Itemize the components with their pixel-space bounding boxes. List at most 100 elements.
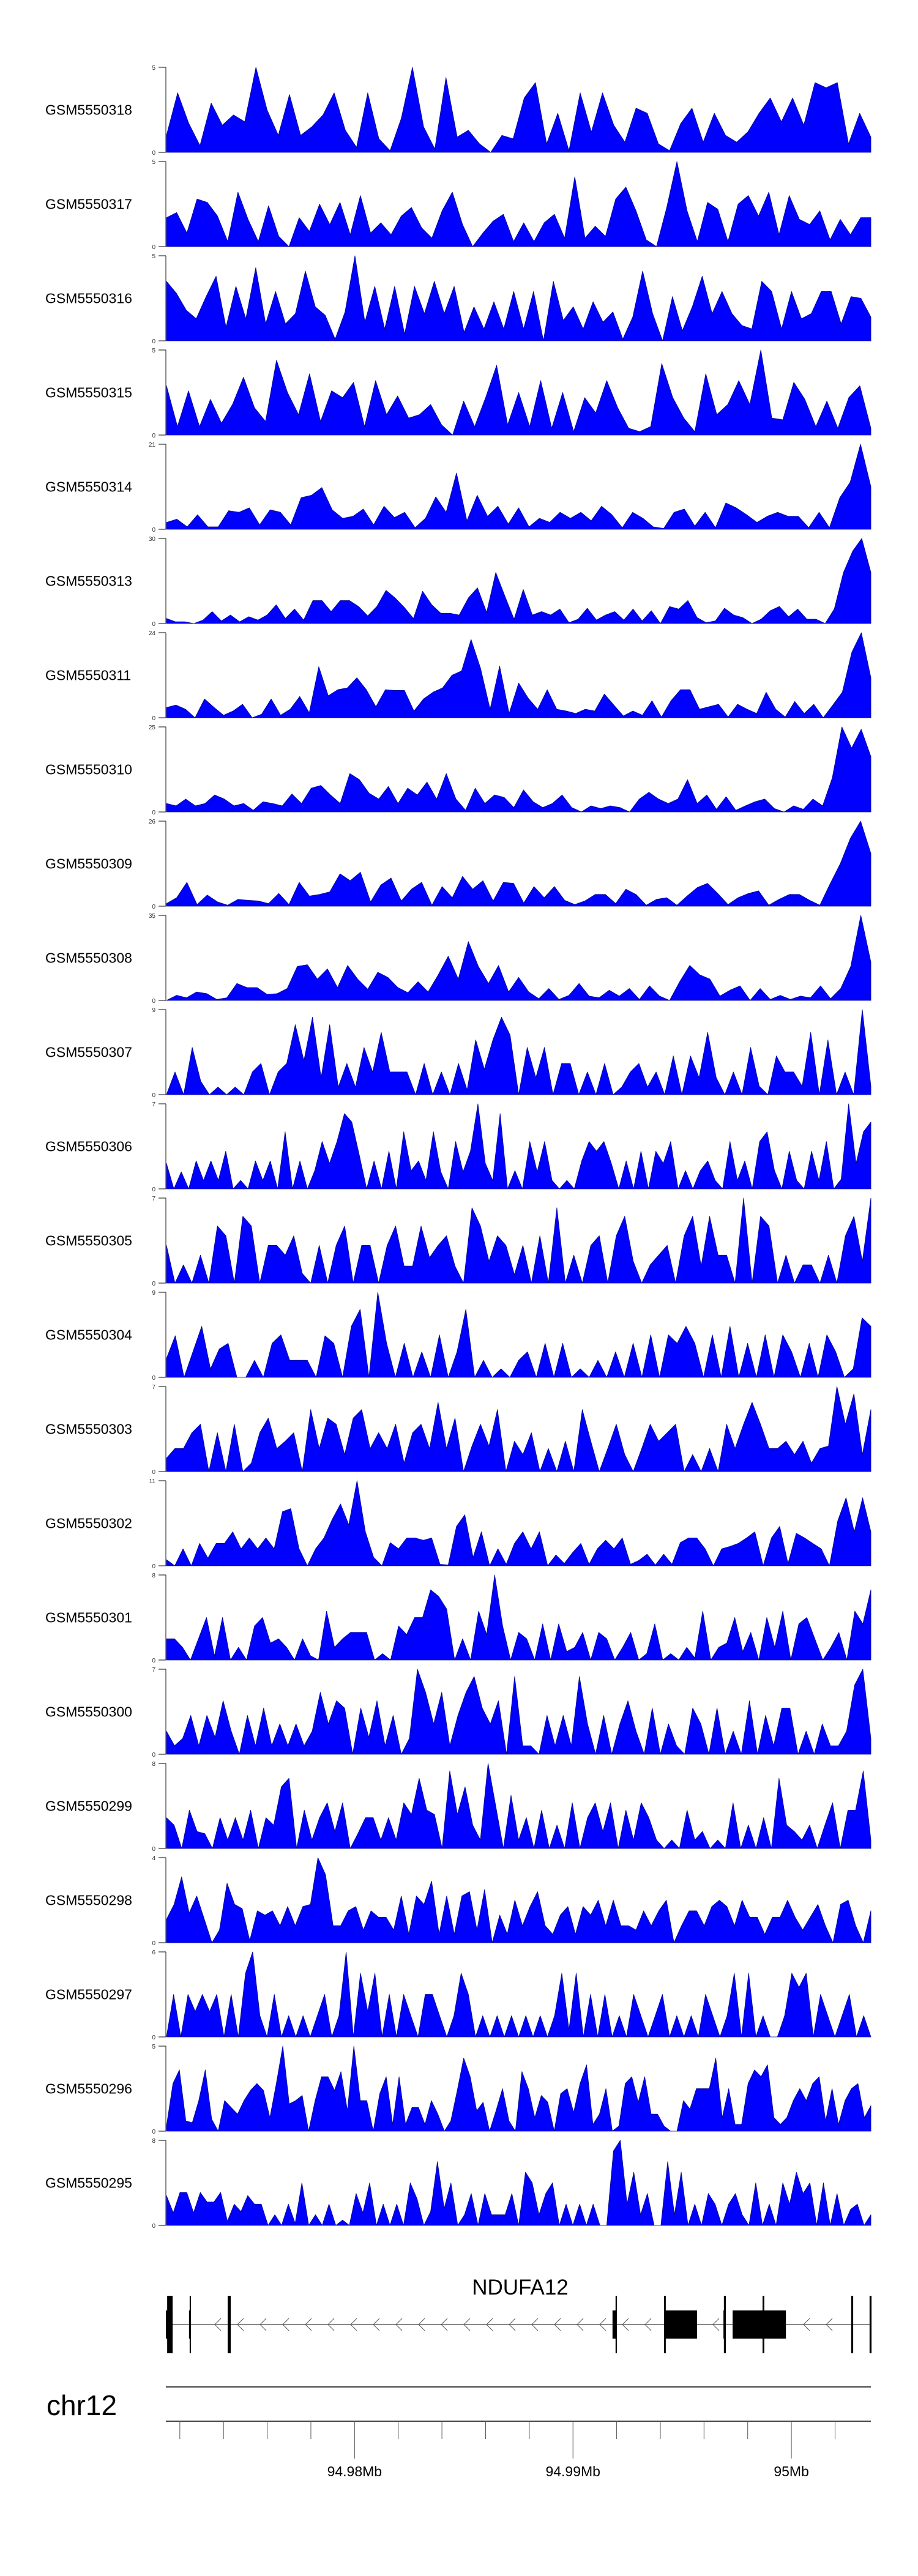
y-tick-label-max: 11 — [149, 1478, 156, 1485]
coverage-area — [166, 915, 871, 1001]
strand-arrow-icon — [712, 2318, 720, 2331]
strand-arrow-icon — [644, 2318, 652, 2331]
y-tick-label-max: 9 — [152, 1290, 155, 1297]
coverage-track: GSM5550315 5 0 — [45, 348, 871, 439]
y-tick-label-max: 8 — [152, 2138, 155, 2145]
sample-label: GSM5550304 — [45, 1327, 132, 1343]
y-tick-label-max: 7 — [152, 1101, 155, 1108]
strand-arrow-icon — [509, 2318, 516, 2331]
exon-box — [733, 2310, 786, 2339]
coverage-area — [166, 2140, 871, 2226]
strand-arrow-icon — [259, 2318, 267, 2331]
coverage-area — [166, 1857, 871, 1943]
y-tick-label-min: 0 — [152, 715, 155, 722]
strand-arrow-icon — [214, 2318, 222, 2331]
strand-arrow-icon — [463, 2318, 471, 2331]
strand-arrow-icon — [826, 2318, 833, 2331]
y-tick-label-min: 0 — [152, 2223, 155, 2230]
y-tick-label-max: 30 — [149, 536, 156, 543]
coverage-area — [166, 1386, 871, 1472]
strand-arrow-icon — [350, 2318, 357, 2331]
strand-arrow-icon — [441, 2318, 448, 2331]
y-tick-label-max: 7 — [152, 1667, 155, 1673]
y-tick-label-min: 0 — [152, 1658, 155, 1664]
sample-label: GSM5550295 — [45, 2175, 132, 2191]
strand-arrow-icon — [622, 2318, 629, 2331]
exon-marker — [723, 2296, 726, 2353]
exon-box — [664, 2310, 697, 2339]
coverage-area — [166, 538, 871, 624]
strand-arrow-icon — [327, 2318, 335, 2331]
sample-label: GSM5550306 — [45, 1139, 132, 1155]
strand-arrow-icon — [373, 2318, 380, 2331]
coverage-area — [166, 349, 871, 436]
y-tick-label-max: 26 — [149, 819, 156, 825]
coverage-area — [166, 161, 871, 247]
sample-label: GSM5550308 — [45, 950, 132, 966]
y-tick-label-max: 25 — [149, 724, 156, 731]
coverage-track: GSM5550306 7 0 — [45, 1101, 871, 1193]
coverage-track: GSM5550309 26 0 — [45, 819, 871, 910]
sample-label: GSM5550302 — [45, 1516, 132, 1532]
y-tick-label-min: 0 — [152, 1563, 155, 1570]
y-tick-label-min: 0 — [152, 1752, 155, 1759]
y-tick-label-min: 0 — [152, 338, 155, 345]
sample-label: GSM5550303 — [45, 1421, 132, 1437]
sample-label: GSM5550314 — [45, 479, 132, 495]
exon-marker — [189, 2296, 192, 2353]
coverage-track: GSM5550302 11 0 — [45, 1478, 871, 1570]
coverage-track: GSM5550314 21 0 — [45, 442, 871, 534]
exon-marker — [615, 2296, 617, 2353]
genome-axis-track: chr12 94.98Mb 94.99Mb 95Mb — [47, 2386, 871, 2479]
exon-marker — [851, 2296, 854, 2353]
y-tick-label-max: 5 — [152, 348, 155, 354]
y-tick-label-min: 0 — [152, 998, 155, 1005]
exon-marker — [227, 2296, 231, 2353]
sample-label: GSM5550315 — [45, 385, 132, 401]
y-tick-label-min: 0 — [152, 810, 155, 816]
y-tick-label-min: 0 — [152, 1469, 155, 1476]
strand-arrow-icon — [803, 2318, 810, 2331]
sample-label: GSM5550310 — [45, 762, 132, 778]
gene-model-track: NDUFA12 — [166, 2276, 872, 2353]
y-tick-label-max: 9 — [152, 1007, 155, 1014]
y-tick-label-min: 0 — [152, 244, 155, 251]
sample-label: GSM5550317 — [45, 196, 132, 212]
y-tick-label-max: 5 — [152, 65, 155, 72]
coverage-track: GSM5550300 7 0 — [45, 1667, 871, 1759]
y-tick-label-min: 0 — [152, 527, 155, 534]
y-tick-label-max: 35 — [149, 913, 156, 920]
strand-arrow-icon — [418, 2318, 425, 2331]
strand-arrow-icon — [282, 2318, 289, 2331]
coverage-area — [166, 1480, 871, 1566]
coverage-track: GSM5550295 8 0 — [45, 2138, 871, 2230]
strand-arrow-icon — [237, 2318, 244, 2331]
coverage-area — [166, 255, 871, 341]
exon-box — [612, 2310, 616, 2339]
coverage-track: GSM5550318 5 0 — [45, 65, 871, 157]
sample-label: GSM5550300 — [45, 1704, 132, 1720]
sample-label: GSM5550311 — [45, 668, 131, 683]
exon-marker — [869, 2296, 872, 2353]
coverage-track: GSM5550305 7 0 — [45, 1196, 871, 1287]
coverage-track: GSM5550301 8 0 — [45, 1573, 871, 1664]
y-tick-label-min: 0 — [152, 1940, 155, 1947]
y-tick-label-max: 5 — [152, 253, 155, 260]
exon-marker — [664, 2296, 666, 2353]
coverage-track: GSM5550307 9 0 — [45, 1007, 871, 1099]
y-tick-label-max: 5 — [152, 159, 155, 166]
chromosome-label: chr12 — [47, 2389, 117, 2421]
coverage-area — [166, 1951, 871, 2038]
coverage-area — [166, 1292, 871, 1378]
y-tick-label-max: 8 — [152, 1761, 155, 1768]
ruler-tick-label: 94.99Mb — [545, 2463, 600, 2479]
coverage-area — [166, 1103, 871, 1189]
coverage-track: GSM5550310 25 0 — [45, 724, 871, 816]
coverage-track: GSM5550299 8 0 — [45, 1761, 871, 1853]
coverage-area — [166, 821, 871, 907]
y-tick-label-max: 5 — [152, 2044, 155, 2050]
coverage-tracks: GSM555031850GSM555031750GSM555031650GSM5… — [45, 65, 871, 2230]
coverage-track: GSM5550317 5 0 — [45, 159, 871, 251]
strand-arrow-icon — [305, 2318, 312, 2331]
